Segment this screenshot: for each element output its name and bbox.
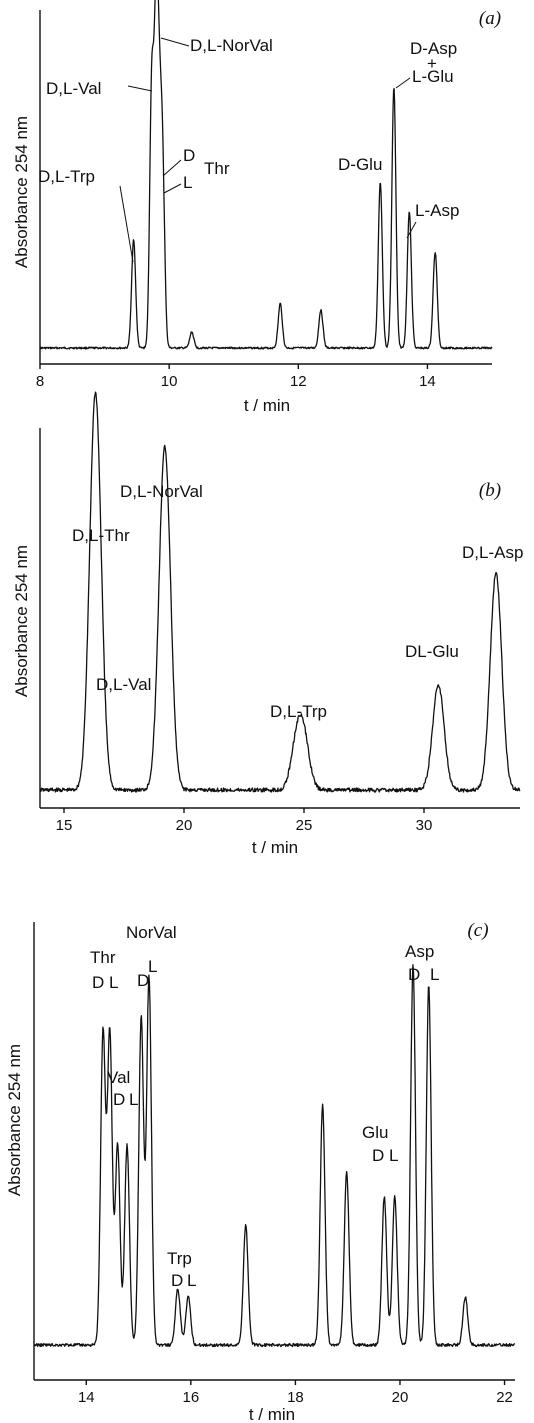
annot-a-l-leader	[163, 183, 182, 194]
annot-a-thr: Thr	[204, 159, 230, 178]
panel-c: (c) Absorbance 254 nm 14 16 18 20 22 t / min…	[5, 920, 516, 1423]
annot-c-val: Val	[107, 1068, 130, 1087]
annot-a-l-asp: L-Asp	[415, 201, 459, 220]
panel-a-label: (a)	[479, 8, 501, 29]
annot-c-asp-l: L	[430, 965, 439, 984]
panel-b-xtick-label: 25	[296, 817, 313, 834]
panel-a-xtick-label: 14	[419, 373, 436, 390]
annot-a-l-asp-leader	[406, 221, 417, 239]
annot-b-dl-glu: DL-Glu	[405, 642, 459, 661]
annot-b-dl-thr: D,L-Thr	[72, 526, 130, 545]
panel-a-xtick-label: 12	[290, 373, 307, 390]
annot-a-d-asp: D-Asp	[410, 39, 457, 58]
panel-a-x-ticks: 8 10 12 14	[36, 364, 436, 390]
annot-a-dl-trp: D,L-Trp	[38, 167, 95, 186]
annot-c-asp-d: D	[408, 965, 420, 984]
annot-c-val-l: L	[129, 1090, 138, 1109]
panel-c-xtick-label: 16	[183, 1389, 200, 1406]
annot-a-d-leader	[162, 159, 182, 177]
annot-c-norval-l: L	[148, 957, 157, 976]
annot-a-dl-norval: D,L-NorVal	[190, 36, 273, 55]
panel-a-trace	[39, 0, 493, 350]
annot-c-asp: Asp	[405, 942, 434, 961]
annot-c-trp: Trp	[167, 1249, 192, 1268]
annot-a-l-glu: L-Glu	[412, 67, 454, 86]
annot-c-trp-l: L	[187, 1271, 196, 1290]
panel-c-xlabel: t / min	[249, 1405, 295, 1423]
panel-c-label: (c)	[467, 920, 488, 941]
annot-a-dl-norval-leader	[160, 37, 190, 47]
panel-a-xlabel: t / min	[244, 396, 290, 415]
annot-a-l-glu-leader	[395, 77, 411, 89]
panel-b-trace	[39, 391, 521, 793]
annot-a-dl-trp-leader	[119, 185, 134, 263]
annot-c-thr-d: D	[92, 973, 104, 992]
annot-b-dl-asp: D,L-Asp	[462, 543, 523, 562]
annot-a-l: L	[183, 173, 192, 192]
panel-a-ylabel: Absorbance 254 nm	[12, 116, 31, 268]
annot-a-plus: +	[427, 54, 437, 73]
annot-c-val-d: D	[113, 1090, 125, 1109]
panel-b-xtick-label: 15	[56, 817, 73, 834]
panel-c-trace	[33, 964, 516, 1348]
panel-c-xtick-label: 20	[392, 1389, 409, 1406]
panel-a-xtick-label: 8	[36, 373, 44, 390]
annot-c-glu-d: D	[372, 1146, 384, 1165]
annot-c-norval-d: D	[137, 971, 149, 990]
panel-a: (a) Absorbance 254 nm 8 10 12 14 t / min D,…	[12, 0, 501, 415]
annot-a-dl-val-leader	[127, 85, 153, 92]
annot-c-thr-l: L	[109, 973, 118, 992]
annot-c-thr: Thr	[90, 948, 116, 967]
panel-b-ylabel: Absorbance 254 nm	[12, 545, 31, 697]
panel-c-ylabel: Absorbance 254 nm	[5, 1044, 24, 1196]
panel-c-xtick-label: 22	[496, 1389, 513, 1406]
panel-b-label: (b)	[479, 480, 501, 501]
panel-b-x-ticks: 15 20 25 30	[56, 808, 433, 834]
panel-b: (b) Absorbance 254 nm 15 20 25 30 t / min D…	[12, 391, 523, 857]
annot-b-dl-trp: D,L-Trp	[270, 702, 327, 721]
annot-c-norval: NorVal	[126, 923, 177, 942]
panel-c-xtick-label: 18	[287, 1389, 304, 1406]
annot-b-dl-norval: D,L-NorVal	[120, 482, 203, 501]
annot-c-trp-d: D	[171, 1271, 183, 1290]
annot-c-glu-l: L	[389, 1146, 398, 1165]
annot-a-dl-val: D,L-Val	[46, 79, 101, 98]
panel-c-xtick-label: 14	[78, 1389, 95, 1406]
panel-b-xlabel: t / min	[252, 838, 298, 857]
panel-b-xtick-label: 30	[416, 817, 433, 834]
annot-a-d: D	[183, 146, 195, 165]
panel-c-x-ticks: 14 16 18 20 22	[78, 1380, 513, 1406]
panel-b-xtick-label: 20	[176, 817, 193, 834]
annot-b-dl-val: D,L-Val	[96, 675, 151, 694]
annot-c-glu: Glu	[362, 1123, 388, 1142]
panel-a-xtick-label: 10	[161, 373, 178, 390]
annot-a-d-glu: D-Glu	[338, 155, 382, 174]
